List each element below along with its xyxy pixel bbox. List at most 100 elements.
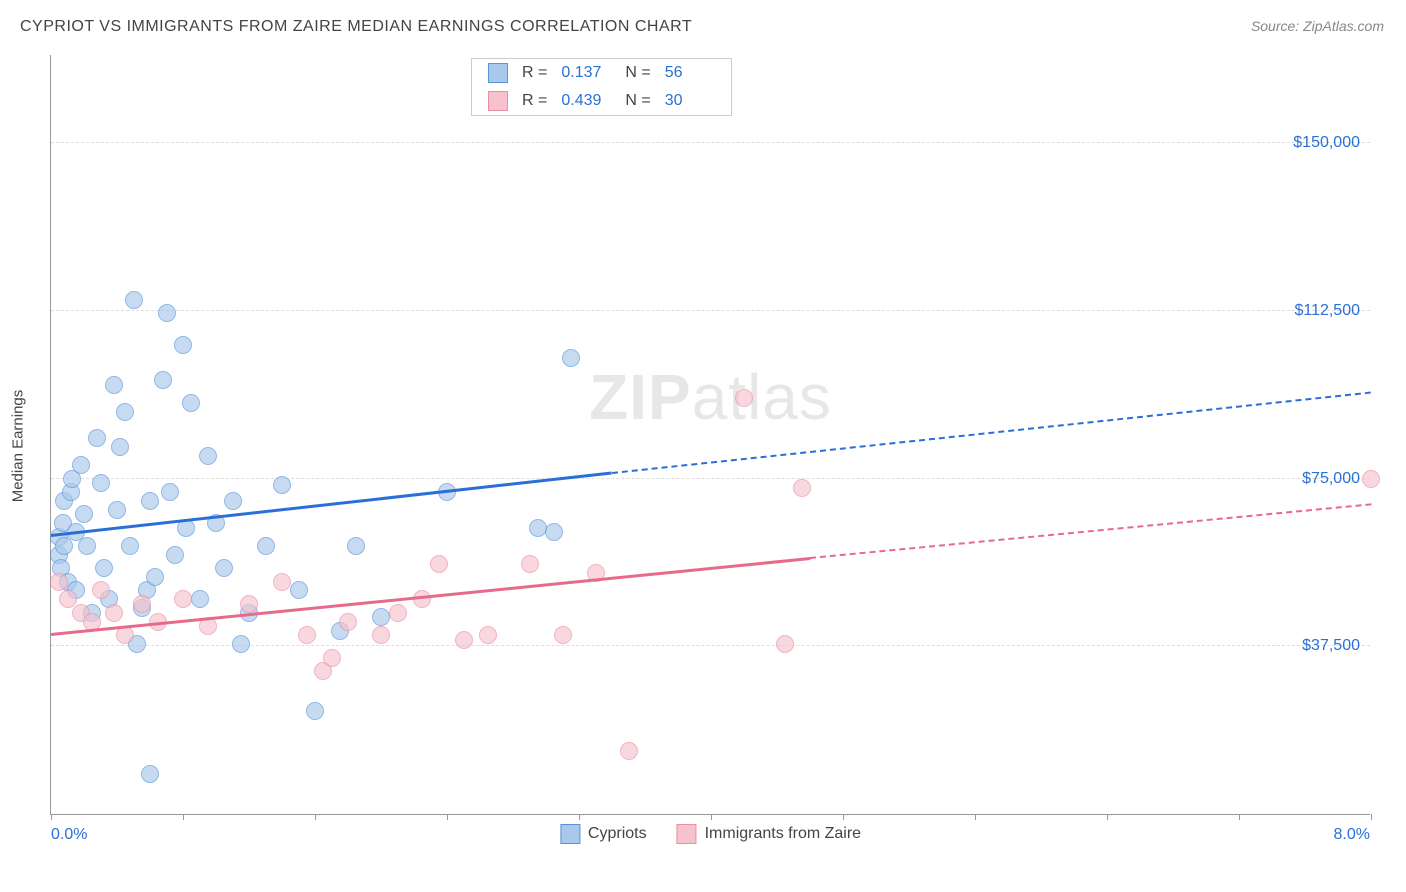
data-point [133, 595, 151, 613]
data-point [174, 336, 192, 354]
stats-row-cypriots: R = 0.137 N = 56 [472, 59, 731, 87]
data-point [521, 555, 539, 573]
swatch-cypriots [488, 63, 508, 83]
data-point [125, 291, 143, 309]
data-point [413, 590, 431, 608]
data-point [199, 447, 217, 465]
legend-swatch-cypriots [560, 824, 580, 844]
data-point [116, 626, 134, 644]
r-value-zaire: 0.439 [561, 92, 611, 110]
x-tick [1239, 814, 1240, 820]
data-point [105, 376, 123, 394]
data-point [92, 581, 110, 599]
r-value-cypriots: 0.137 [561, 64, 611, 82]
watermark: ZIPatlas [589, 360, 832, 434]
x-tick [315, 814, 316, 820]
n-value-zaire: 30 [665, 92, 715, 110]
data-point [141, 765, 159, 783]
data-point [116, 403, 134, 421]
x-tick [51, 814, 52, 820]
data-point [257, 537, 275, 555]
data-point [240, 595, 258, 613]
data-point [141, 492, 159, 510]
data-point [273, 573, 291, 591]
data-point [224, 492, 242, 510]
data-point [339, 613, 357, 631]
data-point [174, 590, 192, 608]
x-tick [711, 814, 712, 820]
y-tick-label: $37,500 [1302, 637, 1360, 655]
data-point [92, 474, 110, 492]
legend-label-zaire: Immigrants from Zaire [705, 825, 861, 843]
chart-title: CYPRIOT VS IMMIGRANTS FROM ZAIRE MEDIAN … [20, 18, 692, 36]
gridline [51, 142, 1370, 143]
x-axis-min-label: 0.0% [51, 826, 87, 844]
data-point [545, 523, 563, 541]
n-value-cypriots: 56 [665, 64, 715, 82]
plot-area: ZIPatlas R = 0.137 N = 56 R = 0.439 N = … [50, 55, 1370, 815]
data-point [182, 394, 200, 412]
data-point [298, 626, 316, 644]
y-axis-label: Median Earnings [10, 390, 27, 503]
data-point [323, 649, 341, 667]
swatch-zaire [488, 91, 508, 111]
trend-line-extrapolated [612, 392, 1371, 474]
series-legend: Cypriots Immigrants from Zaire [560, 824, 861, 844]
x-tick [447, 814, 448, 820]
data-point [562, 349, 580, 367]
data-point [158, 304, 176, 322]
x-tick [1371, 814, 1372, 820]
data-point [529, 519, 547, 537]
trend-line-extrapolated [810, 504, 1371, 560]
data-point [232, 635, 250, 653]
data-point [75, 505, 93, 523]
gridline [51, 478, 1370, 479]
y-tick-label: $150,000 [1293, 134, 1360, 152]
data-point [479, 626, 497, 644]
x-axis-max-label: 8.0% [1334, 826, 1370, 844]
x-tick [843, 814, 844, 820]
data-point [347, 537, 365, 555]
data-point [372, 626, 390, 644]
x-tick [183, 814, 184, 820]
n-label: N = [625, 64, 650, 82]
data-point [776, 635, 794, 653]
data-point [78, 537, 96, 555]
correlation-chart: CYPRIOT VS IMMIGRANTS FROM ZAIRE MEDIAN … [0, 0, 1406, 892]
data-point [166, 546, 184, 564]
data-point [50, 573, 68, 591]
stats-legend: R = 0.137 N = 56 R = 0.439 N = 30 [471, 58, 732, 116]
data-point [154, 371, 172, 389]
data-point [146, 568, 164, 586]
data-point [793, 479, 811, 497]
data-point [191, 590, 209, 608]
data-point [273, 476, 291, 494]
r-label: R = [522, 92, 547, 110]
data-point [105, 604, 123, 622]
data-point [554, 626, 572, 644]
data-point [430, 555, 448, 573]
source-attribution: Source: ZipAtlas.com [1251, 18, 1384, 34]
n-label: N = [625, 92, 650, 110]
r-label: R = [522, 64, 547, 82]
data-point [111, 438, 129, 456]
legend-swatch-zaire [677, 824, 697, 844]
data-point [161, 483, 179, 501]
x-tick [975, 814, 976, 820]
data-point [121, 537, 139, 555]
x-tick [1107, 814, 1108, 820]
data-point [290, 581, 308, 599]
data-point [620, 742, 638, 760]
legend-item-zaire: Immigrants from Zaire [677, 824, 861, 844]
data-point [306, 702, 324, 720]
x-tick [579, 814, 580, 820]
legend-label-cypriots: Cypriots [588, 825, 647, 843]
gridline [51, 310, 1370, 311]
y-tick-label: $112,500 [1294, 302, 1360, 320]
data-point [95, 559, 113, 577]
data-point [735, 389, 753, 407]
y-tick-label: $75,000 [1302, 470, 1360, 488]
data-point [372, 608, 390, 626]
data-point [389, 604, 407, 622]
data-point [72, 456, 90, 474]
